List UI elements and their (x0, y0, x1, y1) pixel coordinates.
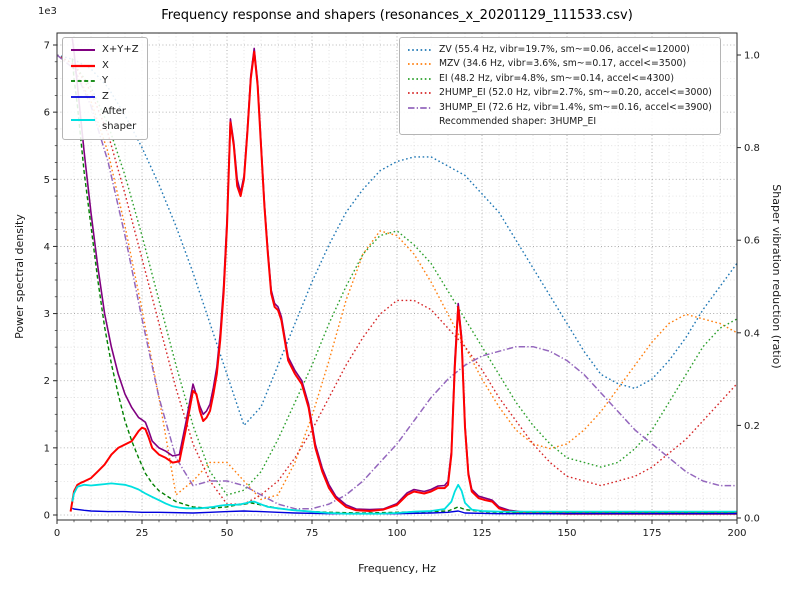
svg-text:7: 7 (44, 41, 50, 52)
legend-label: X+Y+Z (102, 44, 139, 55)
legend-line-sample (408, 77, 432, 80)
svg-text:1.0: 1.0 (744, 51, 760, 62)
shaper-legend: ZV (55.4 Hz, vibr=19.7%, sm~=0.06, accel… (399, 37, 721, 135)
major-grid (56, 33, 738, 520)
svg-text:0.4: 0.4 (744, 328, 760, 339)
svg-text:25: 25 (136, 528, 149, 539)
legend-item: After shaper (70, 105, 139, 134)
svg-text:1: 1 (44, 443, 50, 454)
legend-item: X+Y+Z (70, 43, 139, 58)
legend-label: Y (102, 75, 109, 86)
legend-label: EI (48.2 Hz, vibr=4.8%, sm~=0.14, accel<… (439, 72, 674, 84)
tick-marks (53, 44, 741, 524)
series-mzv (57, 54, 737, 501)
legend-item: Y (70, 74, 139, 89)
series-3hump-ei (57, 54, 737, 510)
svg-text:5: 5 (44, 175, 50, 186)
legend-label: MZV (34.6 Hz, vibr=3.6%, sm~=0.17, accel… (439, 58, 687, 70)
series-ei (57, 54, 737, 496)
svg-text:125: 125 (472, 528, 491, 539)
svg-text:3: 3 (44, 309, 50, 320)
left-axis-multiplier: 1e3 (38, 6, 57, 17)
svg-text:0: 0 (54, 528, 60, 539)
legend-line-sample (408, 92, 432, 94)
legend-label: Z (102, 90, 109, 102)
recommended-shaper-text: Recommended shaper: 3HUMP_EI (439, 116, 597, 128)
series-after-shaper (71, 482, 737, 515)
series-zv (57, 54, 737, 427)
legend-item: MZV (34.6 Hz, vibr=3.6%, sm~=0.17, accel… (407, 57, 712, 70)
svg-text:50: 50 (221, 528, 234, 539)
legend-line-sample (71, 95, 95, 98)
series-z (72, 507, 737, 515)
legend-line-sample (71, 80, 95, 83)
svg-text:0.2: 0.2 (744, 421, 760, 432)
svg-text:75: 75 (306, 528, 319, 539)
svg-text:150: 150 (557, 528, 576, 539)
legend-item: 2HUMP_EI (52.0 Hz, vibr=2.7%, sm~=0.20, … (407, 86, 712, 99)
svg-text:0.6: 0.6 (744, 236, 760, 247)
legend-item: Recommended shaper: 3HUMP_EI (407, 115, 712, 128)
legend-label: ZV (55.4 Hz, vibr=19.7%, sm~=0.06, accel… (439, 44, 690, 55)
svg-text:2: 2 (44, 376, 50, 387)
minor-tick-marks (54, 61, 721, 523)
series-x (69, 50, 737, 515)
chart-title: Frequency response and shapers (resonanc… (161, 8, 633, 23)
legend-label: 2HUMP_EI (52.0 Hz, vibr=2.7%, sm~=0.20, … (439, 87, 712, 99)
legend-item: EI (48.2 Hz, vibr=4.8%, sm~=0.14, accel<… (407, 72, 712, 85)
legend-line-sample (71, 118, 95, 121)
psd-legend: X+Y+Z X Y Z After shaper (62, 37, 148, 140)
legend-label: 3HUMP_EI (72.6 Hz, vibr=1.4%, sm~=0.16, … (439, 101, 712, 113)
legend-item: X (70, 59, 139, 74)
legend-item: ZV (55.4 Hz, vibr=19.7%, sm~=0.06, accel… (407, 43, 712, 56)
left-axis-label: Power spectral density (13, 214, 26, 339)
svg-text:175: 175 (642, 528, 661, 539)
legend-line-sample (408, 106, 432, 109)
svg-text:4: 4 (44, 242, 50, 253)
tick-labels: 0 25 50 75 100 125 150 175 200 0 1 2 3 4 5 6 7 0.0 0.2 0.4 0… (44, 41, 760, 540)
legend-label: X (102, 59, 109, 71)
legend-line-sample (408, 48, 432, 51)
legend-label: After shaper (102, 106, 137, 132)
series-2hump-ei (57, 54, 737, 505)
x-axis-label: Frequency, Hz (358, 562, 436, 575)
svg-text:100: 100 (387, 528, 406, 539)
svg-text:200: 200 (727, 528, 746, 539)
right-axis-label: Shaper vibration reduction (ratio) (770, 184, 783, 369)
svg-text:0.0: 0.0 (744, 514, 760, 525)
legend-line-sample (71, 49, 95, 52)
svg-text:0.8: 0.8 (744, 143, 760, 154)
legend-line-sample (71, 64, 95, 67)
svg-text:0: 0 (44, 511, 50, 522)
svg-text:6: 6 (44, 108, 50, 119)
legend-item: 3HUMP_EI (72.6 Hz, vibr=1.4%, sm~=0.16, … (407, 101, 712, 114)
legend-item: Z (70, 90, 139, 105)
legend-line-sample (408, 63, 432, 66)
